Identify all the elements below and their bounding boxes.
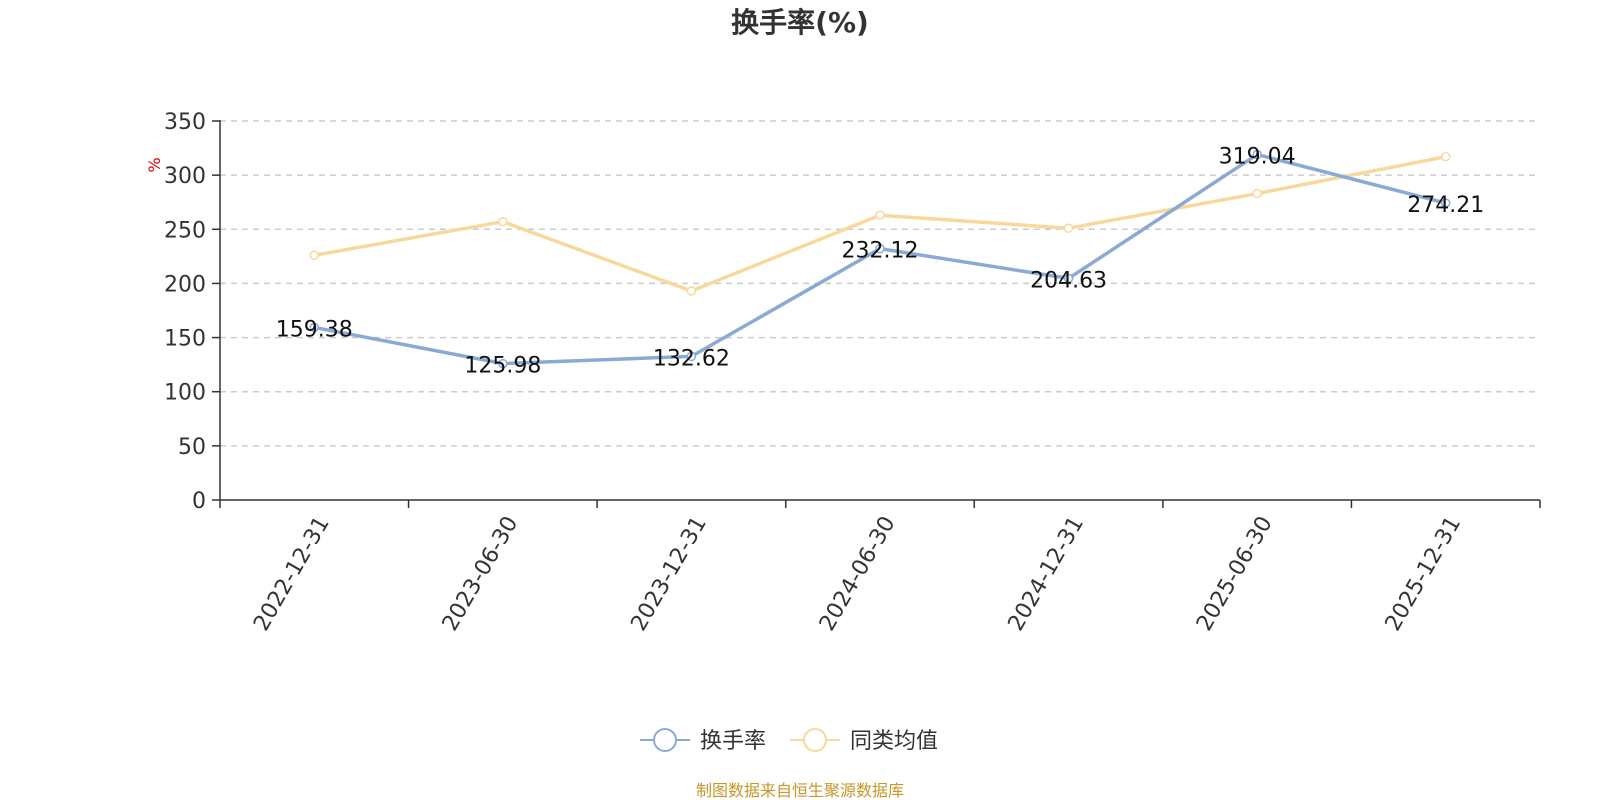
data-label-换手率-2024-12-31: 204.63 [1030,268,1107,293]
axes: 0 50 100 150 200 250 300 350 2022-12-31 2023-06-3… [164,110,1541,635]
grid-lines [220,120,1540,447]
point-换手率-2023-06-30 [498,358,508,369]
x-tick-label-2024-12-31: 2024-12-31 [1004,512,1090,635]
y-tick-label-200: 200 [164,272,206,297]
data-label-换手率-2024-06-30: 232.12 [842,239,919,264]
series-lines [309,149,1451,369]
legend-marker-换手率 [653,728,677,752]
y-tick-label-350: 350 [164,110,206,135]
legend-marker-同类均值 [803,728,827,752]
legend-item-换手率[interactable]: 换手率 [640,728,766,754]
x-tick-label-2023-06-30: 2023-06-30 [438,512,524,635]
point-换手率-2023-12-31 [686,351,697,362]
point-换手率-2025-06-30 [1252,149,1262,160]
point-换手率-2024-06-30 [875,243,885,254]
chart-title: 换手率(%) [731,6,869,39]
point-同类均值-2025-06-30 [1252,188,1262,199]
point-同类均值-2024-12-31 [1063,223,1074,233]
point-换手率-2024-12-31 [1063,273,1074,284]
x-tick-label-2024-06-30: 2024-06-30 [815,512,901,635]
point-换手率-2022-12-31 [309,322,320,333]
x-tick-label-2025-12-31: 2025-12-31 [1381,512,1467,635]
data-label-换手率-2023-06-30: 125.98 [464,354,541,379]
legend-item-同类均值[interactable]: 同类均值 [790,728,938,754]
data-label-换手率-2025-06-30: 319.04 [1219,145,1296,170]
y-tick-label-300: 300 [164,164,206,189]
x-tick-label-2023-12-31: 2023-12-31 [626,512,712,635]
x-tick-label-2022-12-31: 2022-12-31 [249,512,335,635]
y-tick-label-150: 150 [164,327,206,352]
legend[interactable]: 换手率 同类均值 [640,728,938,754]
y-tick-label-250: 250 [164,218,206,243]
data-label-换手率-2022-12-31: 159.38 [276,317,353,342]
point-同类均值-2024-06-30 [875,210,885,220]
point-同类均值-2025-12-31 [1440,151,1451,162]
point-同类均值-2023-12-31 [686,286,697,296]
source-note: 制图数据来自恒生聚源数据库 [696,781,904,800]
point-同类均值-2023-06-30 [498,216,508,227]
legend-label-换手率: 换手率 [700,729,766,754]
point-换手率-2025-12-31 [1440,198,1451,208]
x-tick-label-2025-06-30: 2025-06-30 [1192,512,1278,635]
series-换手率 [309,149,1451,369]
point-同类均值-2022-12-31 [309,250,320,261]
legend-label-同类均值: 同类均值 [850,729,938,754]
data-label-换手率-2023-12-31: 132.62 [653,346,730,371]
series-line-同类均值 [313,155,1447,293]
data-labels: 159.38 125.98 132.62 232.12 204.63 319.04 274.… [276,145,1484,379]
y-tick-label-50: 50 [178,435,206,460]
y-tick-label-0: 0 [192,489,206,514]
y-axis-unit-label: % [145,157,164,172]
y-tick-label-100: 100 [164,381,206,406]
data-label-换手率-2025-12-31: 274.21 [1407,193,1484,218]
series-同类均值 [309,151,1451,296]
